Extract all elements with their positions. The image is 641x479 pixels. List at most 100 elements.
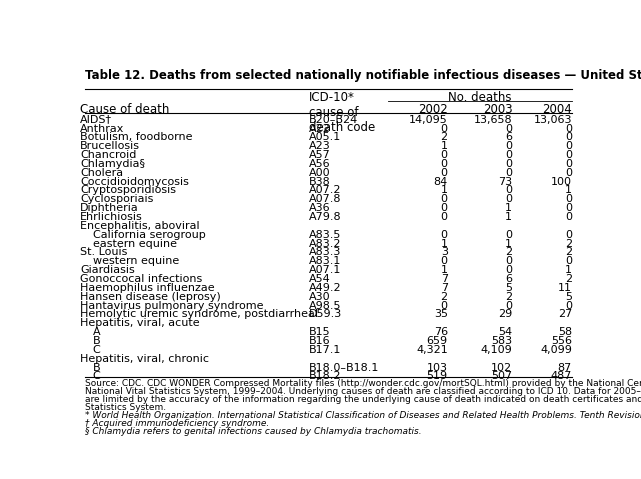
Text: 14,095: 14,095	[409, 114, 447, 125]
Text: C: C	[92, 371, 100, 381]
Text: Haemophilus influenzae: Haemophilus influenzae	[80, 283, 215, 293]
Text: 0: 0	[505, 265, 512, 275]
Text: 1: 1	[505, 239, 512, 249]
Text: 11: 11	[558, 283, 572, 293]
Text: 1: 1	[565, 185, 572, 195]
Text: Cyclosporiais: Cyclosporiais	[80, 194, 153, 205]
Text: 0: 0	[441, 230, 447, 240]
Text: 2003: 2003	[483, 103, 512, 116]
Text: Cholera: Cholera	[80, 168, 123, 178]
Text: 0: 0	[505, 194, 512, 205]
Text: 2: 2	[505, 248, 512, 257]
Text: 35: 35	[434, 309, 447, 319]
Text: 6: 6	[505, 132, 512, 142]
Text: A36: A36	[309, 203, 330, 213]
Text: 659: 659	[427, 336, 447, 346]
Text: 13,063: 13,063	[533, 114, 572, 125]
Text: 0: 0	[505, 150, 512, 160]
Text: A23: A23	[309, 141, 330, 151]
Text: Hemolytic uremic syndrome, postdiarrheal: Hemolytic uremic syndrome, postdiarrheal	[80, 309, 318, 319]
Text: 0: 0	[565, 141, 572, 151]
Text: 4,109: 4,109	[481, 345, 512, 355]
Text: Brucellosis: Brucellosis	[80, 141, 140, 151]
Text: 1: 1	[565, 265, 572, 275]
Text: 0: 0	[565, 168, 572, 178]
Text: A07.8: A07.8	[309, 194, 341, 205]
Text: A57: A57	[309, 150, 330, 160]
Text: Anthrax: Anthrax	[80, 124, 124, 134]
Text: 1: 1	[441, 185, 447, 195]
Text: A83.1: A83.1	[309, 256, 341, 266]
Text: 4,099: 4,099	[540, 345, 572, 355]
Text: Cause of death: Cause of death	[80, 103, 169, 116]
Text: A83.2: A83.2	[309, 239, 341, 249]
Text: B: B	[92, 363, 100, 373]
Text: 54: 54	[498, 327, 512, 337]
Text: 556: 556	[551, 336, 572, 346]
Text: A83.5: A83.5	[309, 230, 341, 240]
Text: A56: A56	[309, 159, 330, 169]
Text: 0: 0	[505, 300, 512, 310]
Text: 0: 0	[505, 159, 512, 169]
Text: B18.2: B18.2	[309, 371, 341, 381]
Text: 0: 0	[565, 230, 572, 240]
Text: 0: 0	[441, 150, 447, 160]
Text: A: A	[92, 327, 100, 337]
Text: 0: 0	[441, 203, 447, 213]
Text: 0: 0	[565, 159, 572, 169]
Text: A98.5: A98.5	[309, 300, 341, 310]
Text: 0: 0	[565, 256, 572, 266]
Text: * World Health Organization. International Statistical Classification of Disease: * World Health Organization. Internation…	[85, 411, 641, 420]
Text: 1: 1	[441, 141, 447, 151]
Text: 0: 0	[565, 124, 572, 134]
Text: B17.1: B17.1	[309, 345, 341, 355]
Text: Statistics System.: Statistics System.	[85, 403, 166, 412]
Text: A00: A00	[309, 168, 330, 178]
Text: 0: 0	[441, 256, 447, 266]
Text: 87: 87	[558, 363, 572, 373]
Text: A07.1: A07.1	[309, 265, 341, 275]
Text: 0: 0	[441, 159, 447, 169]
Text: A22: A22	[309, 124, 331, 134]
Text: 5: 5	[565, 292, 572, 302]
Text: 1: 1	[441, 265, 447, 275]
Text: 0: 0	[505, 185, 512, 195]
Text: 76: 76	[433, 327, 447, 337]
Text: 0: 0	[441, 212, 447, 222]
Text: are limited by the accuracy of the information regarding the underlying cause of: are limited by the accuracy of the infor…	[85, 395, 641, 404]
Text: 0: 0	[565, 203, 572, 213]
Text: eastern equine: eastern equine	[92, 239, 176, 249]
Text: Ehrlichiosis: Ehrlichiosis	[80, 212, 143, 222]
Text: B20–B24: B20–B24	[309, 114, 358, 125]
Text: 1: 1	[441, 239, 447, 249]
Text: 507: 507	[491, 371, 512, 381]
Text: Gonoccocal infections: Gonoccocal infections	[80, 274, 203, 284]
Text: National Vital Statistics System, 1999–2004. Underlying causes of death are clas: National Vital Statistics System, 1999–2…	[85, 387, 641, 396]
Text: 84: 84	[433, 177, 447, 187]
Text: 0: 0	[441, 194, 447, 205]
Text: Giardiasis: Giardiasis	[80, 265, 135, 275]
Text: B38: B38	[309, 177, 330, 187]
Text: No. deaths: No. deaths	[448, 91, 512, 103]
Text: 0: 0	[505, 256, 512, 266]
Text: 2: 2	[440, 292, 447, 302]
Text: Botulism, foodborne: Botulism, foodborne	[80, 132, 193, 142]
Text: Chlamydia§: Chlamydia§	[80, 159, 145, 169]
Text: A79.8: A79.8	[309, 212, 341, 222]
Text: 73: 73	[498, 177, 512, 187]
Text: 58: 58	[558, 327, 572, 337]
Text: B15: B15	[309, 327, 330, 337]
Text: 2: 2	[565, 248, 572, 257]
Text: D59.3: D59.3	[309, 309, 342, 319]
Text: 583: 583	[491, 336, 512, 346]
Text: 102: 102	[491, 363, 512, 373]
Text: Coccidioidomycosis: Coccidioidomycosis	[80, 177, 189, 187]
Text: A83.3: A83.3	[309, 248, 341, 257]
Text: Cryptosporidiosis: Cryptosporidiosis	[80, 185, 176, 195]
Text: 2: 2	[565, 239, 572, 249]
Text: C: C	[92, 345, 100, 355]
Text: 1: 1	[505, 212, 512, 222]
Text: St. Louis: St. Louis	[80, 248, 128, 257]
Text: 2: 2	[565, 274, 572, 284]
Text: Table 12. Deaths from selected nationally notifiable infectious diseases — Unite: Table 12. Deaths from selected nationall…	[85, 68, 641, 81]
